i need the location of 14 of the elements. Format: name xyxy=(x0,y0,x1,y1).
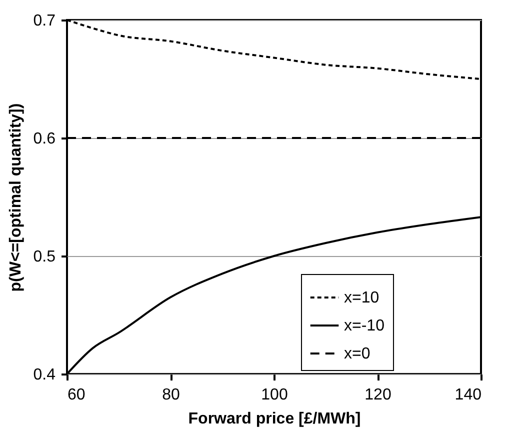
x-tick-label: 60 xyxy=(68,386,86,404)
y-tick-label: 0.5 xyxy=(33,248,56,266)
x-tick-label: 100 xyxy=(261,386,288,404)
y-tick-label: 0.6 xyxy=(33,130,56,148)
x-tick-label: 80 xyxy=(162,386,180,404)
x-tick-label: 140 xyxy=(454,386,482,404)
legend-label: x=-10 xyxy=(344,318,385,334)
x-axis-title: Forward price [£/MWh] xyxy=(188,410,361,428)
y-tick-label: 0.7 xyxy=(33,12,56,30)
y-axis-title: p(W<=[optimal quantity]) xyxy=(7,103,24,292)
legend-label: x=10 xyxy=(344,290,380,306)
legend-label: x=0 xyxy=(344,346,370,362)
y-tick-label: 0.4 xyxy=(33,366,56,384)
x-tick-label: 120 xyxy=(364,386,392,404)
